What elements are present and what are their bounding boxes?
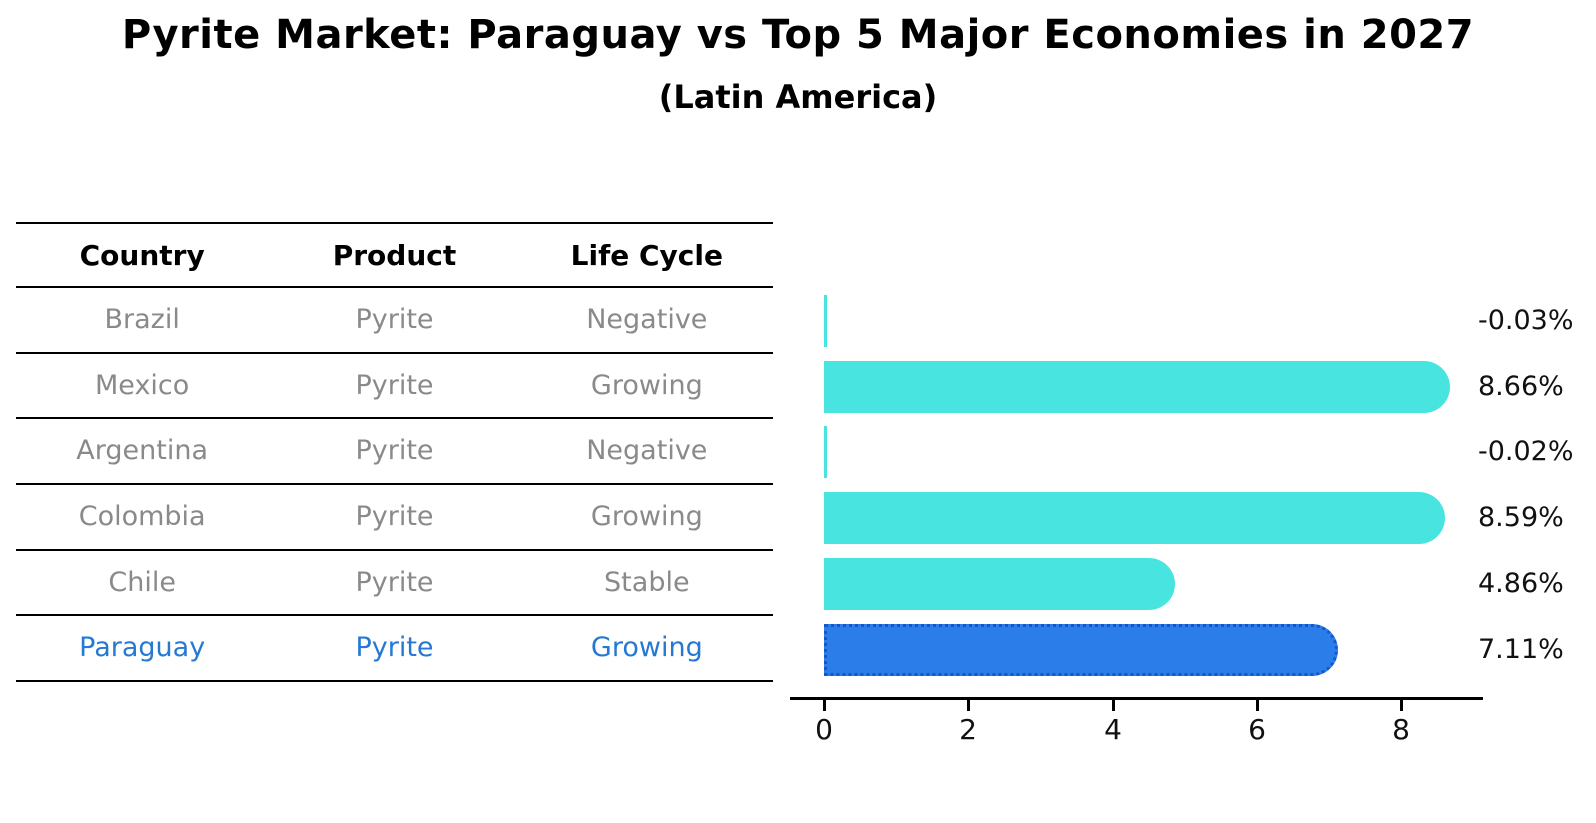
bar-row-mexico: 8.66% bbox=[790, 354, 1596, 420]
chart-title: Pyrite Market: Paraguay vs Top 5 Major E… bbox=[121, 12, 1475, 58]
x-tick-label-8: 8 bbox=[1392, 713, 1410, 746]
product-cell: Pyrite bbox=[355, 501, 434, 533]
x-axis-line bbox=[790, 697, 1483, 700]
country-cell: Mexico bbox=[95, 369, 190, 401]
bar-row-argentina: -0.02% bbox=[790, 419, 1596, 485]
product-cell: Pyrite bbox=[355, 369, 434, 401]
table-row-argentina: Argentina Pyrite Negative bbox=[16, 419, 773, 486]
x-tick-label-0: 0 bbox=[815, 713, 833, 746]
bar-row-colombia: 8.59% bbox=[790, 485, 1596, 551]
x-tick-6 bbox=[1256, 700, 1259, 711]
life-cycle-cell: Growing bbox=[590, 369, 703, 401]
value-label-paraguay: 7.11% bbox=[1478, 633, 1564, 665]
product-cell: Pyrite bbox=[355, 632, 434, 664]
x-tick-8 bbox=[1400, 700, 1403, 711]
country-cell: Paraguay bbox=[79, 632, 206, 664]
life-cycle-cell: Stable bbox=[604, 566, 690, 598]
column-header-life-cycle: Life Cycle bbox=[570, 239, 723, 272]
x-tick-label-2: 2 bbox=[959, 713, 977, 746]
country-cell: Brazil bbox=[104, 304, 180, 335]
table-row-paraguay: Paraguay Pyrite Growing bbox=[16, 616, 773, 683]
bar-brazil bbox=[824, 295, 827, 347]
x-tick-2 bbox=[967, 700, 970, 711]
product-cell: Pyrite bbox=[355, 435, 434, 467]
value-label-brazil: -0.03% bbox=[1478, 305, 1574, 336]
life-cycle-cell: Negative bbox=[586, 304, 708, 335]
value-label-chile: 4.86% bbox=[1478, 567, 1564, 599]
x-tick-label-6: 6 bbox=[1248, 713, 1266, 746]
life-cycle-cell: Growing bbox=[590, 632, 703, 664]
bar-chart: -0.03% 8.66% -0.02% 8.59% 4.86% 7.11% bbox=[790, 288, 1596, 788]
chart-subtitle: (Latin America) bbox=[658, 78, 938, 116]
bar-paraguay-highlighted bbox=[824, 623, 1339, 676]
column-header-product: Product bbox=[332, 239, 457, 272]
country-table: Country Product Life Cycle Brazil Pyrite… bbox=[16, 222, 773, 683]
value-label-argentina: -0.02% bbox=[1478, 436, 1574, 468]
value-label-colombia: 8.59% bbox=[1478, 502, 1564, 534]
x-tick-label-4: 4 bbox=[1104, 713, 1122, 746]
bar-row-paraguay: 7.11% bbox=[790, 617, 1596, 683]
bar-chile bbox=[824, 557, 1176, 610]
country-cell: Argentina bbox=[76, 435, 209, 467]
country-cell: Chile bbox=[108, 566, 176, 598]
column-header-country: Country bbox=[79, 239, 205, 272]
life-cycle-cell: Growing bbox=[590, 501, 703, 533]
bar-mexico bbox=[824, 360, 1451, 413]
life-cycle-cell: Negative bbox=[586, 435, 708, 467]
table-row-mexico: Mexico Pyrite Growing bbox=[16, 354, 773, 420]
x-tick-4 bbox=[1112, 700, 1115, 711]
bar-row-brazil: -0.03% bbox=[790, 288, 1596, 354]
country-cell: Colombia bbox=[78, 501, 206, 533]
bar-argentina bbox=[824, 426, 827, 479]
product-cell: Pyrite bbox=[355, 304, 434, 335]
x-axis: 0 2 4 6 8 bbox=[790, 697, 1596, 767]
product-cell: Pyrite bbox=[355, 566, 434, 598]
x-tick-0 bbox=[823, 700, 826, 711]
table-row-colombia: Colombia Pyrite Growing bbox=[16, 485, 773, 551]
value-label-mexico: 8.66% bbox=[1478, 370, 1564, 402]
table-row-brazil: Brazil Pyrite Negative bbox=[16, 288, 773, 354]
bar-row-chile: 4.86% bbox=[790, 551, 1596, 617]
table-header-row: Country Product Life Cycle bbox=[16, 222, 773, 288]
table-row-chile: Chile Pyrite Stable bbox=[16, 551, 773, 617]
bar-colombia bbox=[824, 492, 1446, 545]
